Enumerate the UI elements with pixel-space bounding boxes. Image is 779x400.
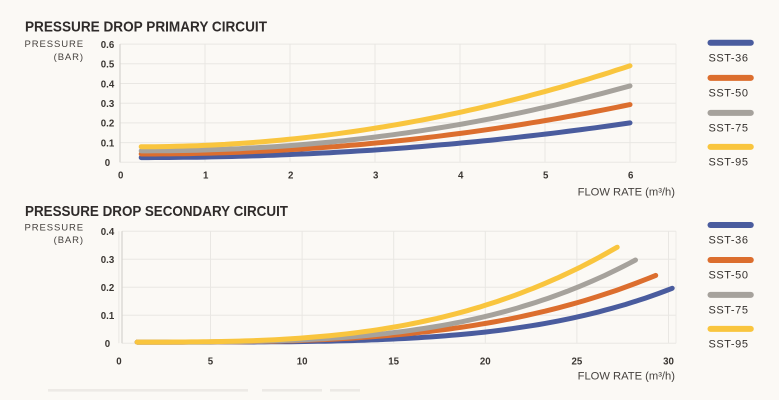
svg-text:0.4: 0.4 xyxy=(101,79,115,90)
svg-text:1: 1 xyxy=(203,171,209,182)
svg-text:0: 0 xyxy=(105,158,110,169)
svg-text:0.6: 0.6 xyxy=(101,40,115,51)
svg-text:30: 30 xyxy=(663,357,674,368)
svg-text:PRESSURE DROP SECONDARY CIRCUI: PRESSURE DROP SECONDARY CIRCUIT xyxy=(25,203,288,220)
svg-text:SST-36: SST-36 xyxy=(709,53,749,65)
svg-text:3: 3 xyxy=(373,171,379,182)
svg-text:FLOW RATE (m³/h): FLOW RATE (m³/h) xyxy=(578,371,676,383)
svg-text:25: 25 xyxy=(572,357,583,368)
svg-text:SST-36: SST-36 xyxy=(709,235,749,247)
svg-text:0: 0 xyxy=(105,339,110,350)
svg-text:0.1: 0.1 xyxy=(101,138,115,149)
svg-text:0.1: 0.1 xyxy=(101,311,115,322)
svg-text:0.2: 0.2 xyxy=(101,283,114,294)
svg-text:0.2: 0.2 xyxy=(101,119,114,130)
svg-text:SST-50: SST-50 xyxy=(709,270,749,282)
svg-text:PRESSURE DROP PRIMARY CIRCUIT: PRESSURE DROP PRIMARY CIRCUIT xyxy=(25,19,267,36)
svg-text:PRESSURE: PRESSURE xyxy=(25,223,84,234)
svg-text:0: 0 xyxy=(118,171,123,182)
svg-text:0: 0 xyxy=(116,357,121,368)
svg-text:SST-95: SST-95 xyxy=(709,157,749,169)
svg-text:5: 5 xyxy=(543,171,549,182)
svg-text:FLOW RATE (m³/h): FLOW RATE (m³/h) xyxy=(578,187,676,199)
svg-text:15: 15 xyxy=(388,357,399,368)
svg-text:PRESSURE: PRESSURE xyxy=(25,39,84,50)
svg-text:0.3: 0.3 xyxy=(101,255,115,266)
svg-text:4: 4 xyxy=(458,171,464,182)
svg-text:20: 20 xyxy=(480,357,491,368)
svg-text:SST-50: SST-50 xyxy=(709,88,749,100)
svg-text:0.5: 0.5 xyxy=(101,60,115,71)
svg-text:SST-95: SST-95 xyxy=(709,339,749,351)
svg-text:(BAR): (BAR) xyxy=(54,52,84,63)
svg-text:SST-75: SST-75 xyxy=(709,123,749,135)
svg-text:6: 6 xyxy=(628,171,634,182)
svg-text:0.4: 0.4 xyxy=(101,227,115,238)
svg-text:5: 5 xyxy=(208,357,214,368)
svg-text:SST-75: SST-75 xyxy=(709,305,749,317)
svg-text:0.3: 0.3 xyxy=(101,99,115,110)
svg-text:(BAR): (BAR) xyxy=(54,235,84,246)
svg-text:2: 2 xyxy=(288,171,293,182)
svg-text:10: 10 xyxy=(297,357,308,368)
